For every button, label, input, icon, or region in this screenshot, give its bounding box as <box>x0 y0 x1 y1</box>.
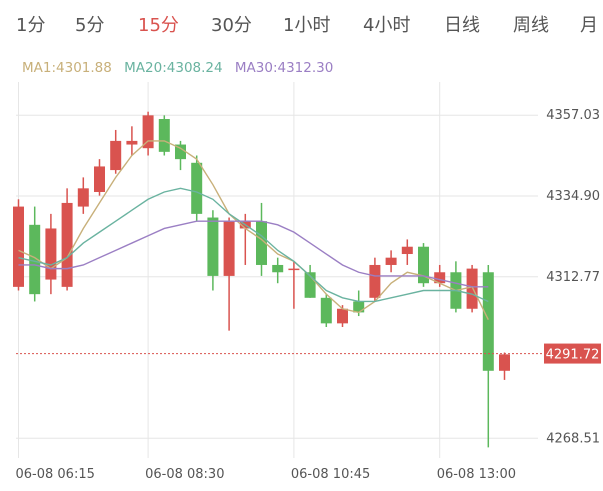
candle-body <box>304 272 316 298</box>
tab-monthly[interactable]: 月 <box>580 15 598 36</box>
candle-body <box>418 246 429 284</box>
y-tick-label: 4334.90 <box>546 189 600 204</box>
candle-body <box>272 264 284 273</box>
tab-daily[interactable]: 日线 <box>444 15 480 36</box>
y-tick-label: 4312.77 <box>546 270 600 285</box>
candle-body <box>499 354 510 371</box>
candle-body <box>94 166 105 192</box>
candle-body <box>158 119 170 152</box>
ma1-value: MA1:4301.88 <box>22 60 112 76</box>
candle-body <box>288 268 300 271</box>
candle-body <box>385 257 397 265</box>
candle-body <box>77 188 89 207</box>
ma1-line <box>18 140 489 321</box>
y-axis-labels: 4357.03 4334.90 4312.77 4268.51 <box>546 108 600 446</box>
candle-body <box>175 144 186 160</box>
candle-body <box>256 221 267 265</box>
candle-body <box>434 272 446 284</box>
current-price-label: 4291.72 <box>546 348 600 363</box>
x-tick-label: 06-08 10:45 <box>291 467 370 482</box>
timeframe-tabs: 1分 5分 15分 30分 1小时 4小时 日线 周线 月 <box>0 0 603 50</box>
tab-1min[interactable]: 1分 <box>16 15 46 36</box>
ma-legend: MA1:4301.88 MA20:4308.24 MA30:4312.30 <box>22 60 341 78</box>
candles <box>13 111 510 448</box>
candle-body <box>110 140 122 171</box>
tab-30min[interactable]: 30分 <box>211 15 252 36</box>
candle-body <box>223 221 235 276</box>
candle-body <box>29 224 41 295</box>
candle-body <box>369 264 381 298</box>
ma20-line <box>18 187 489 303</box>
candle-body <box>353 301 365 313</box>
candle-body <box>61 202 73 287</box>
candle-body <box>207 217 219 276</box>
candle-body <box>320 297 332 324</box>
ma20-value: MA20:4308.24 <box>124 60 223 76</box>
current-price-box <box>544 343 601 364</box>
y-tick-label: 4357.03 <box>546 108 600 123</box>
tab-4hour[interactable]: 4小时 <box>363 15 411 36</box>
tab-1hour[interactable]: 1小时 <box>283 15 331 36</box>
tab-5min[interactable]: 5分 <box>75 15 105 36</box>
ma30-line <box>18 220 489 288</box>
x-tick-label: 06-08 08:30 <box>145 467 224 482</box>
tab-15min[interactable]: 15分 <box>138 15 179 36</box>
ma30-value: MA30:4312.30 <box>234 60 334 76</box>
candle-body <box>13 206 24 287</box>
candle-body <box>45 228 57 280</box>
candle-body <box>466 268 478 309</box>
candle-body <box>191 162 203 214</box>
candle-body <box>126 140 138 145</box>
x-axis-labels: 06-08 06:15 06-08 08:30 06-08 10:45 06-08 1… <box>16 467 517 482</box>
y-tick-label: 4268.51 <box>546 431 600 446</box>
candle-body <box>337 308 348 324</box>
candle-body <box>142 115 154 149</box>
x-tick-label: 06-08 13:00 <box>437 467 516 482</box>
x-tick-label: 06-08 06:15 <box>16 467 95 482</box>
candle-body <box>401 246 413 255</box>
tab-weekly[interactable]: 周线 <box>513 15 549 36</box>
ma-lines <box>18 140 489 321</box>
candle-body <box>482 272 494 371</box>
current-price-marker: 4291.72 <box>16 343 601 364</box>
